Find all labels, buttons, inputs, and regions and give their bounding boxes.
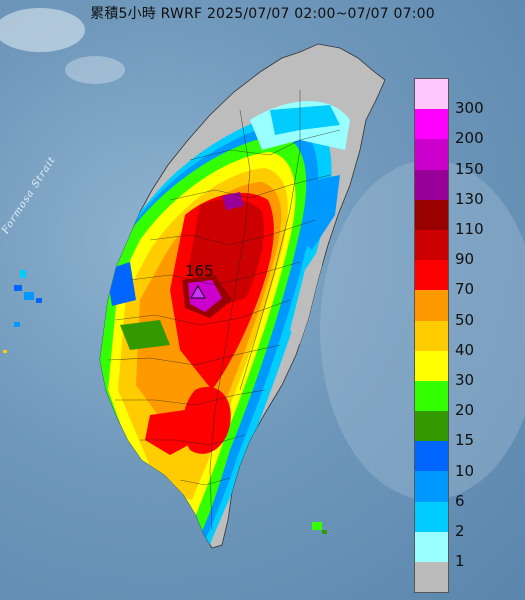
offshore-rain-cell	[24, 292, 34, 300]
color-legend	[414, 78, 449, 594]
legend-label: 40	[455, 340, 475, 359]
legend-label: 15	[455, 431, 475, 450]
offshore-rain-cell	[3, 350, 7, 353]
offshore-island	[312, 522, 322, 530]
legend-swatch	[415, 411, 448, 442]
legend-label: 1	[455, 552, 465, 571]
legend-swatch	[415, 109, 448, 140]
legend-label: 150	[455, 159, 484, 178]
legend-label: 10	[455, 461, 475, 480]
legend-swatch	[415, 562, 448, 593]
legend-label: 110	[455, 220, 484, 238]
legend-label: 30	[455, 371, 475, 389]
legend-label: 20	[455, 401, 475, 420]
legend-swatch	[415, 139, 448, 170]
legend-label: 130	[455, 189, 484, 208]
legend-swatch	[415, 260, 448, 291]
peak-triangle-icon	[190, 285, 206, 299]
legend-swatch	[415, 320, 448, 351]
legend-label: 90	[455, 250, 475, 269]
legend-label: 50	[455, 310, 475, 329]
boundary-lines	[107, 90, 341, 531]
rainfall-field	[100, 101, 350, 545]
legend-swatch	[415, 501, 448, 532]
legend-swatch	[415, 199, 448, 230]
legend-label: 300	[455, 99, 484, 118]
legend-swatch	[415, 441, 448, 472]
legend-swatch	[415, 531, 448, 562]
legend-label: 2	[455, 522, 465, 540]
map-title: 累積5小時 RWRF 2025/07/07 02:00~07/07 07:00	[90, 6, 435, 22]
cloud-shade	[0, 8, 85, 52]
legend-swatch	[415, 380, 448, 412]
offshore-island	[322, 530, 327, 534]
legend-swatch	[415, 229, 448, 261]
peak-value-label: 165	[185, 262, 214, 280]
legend-swatch	[415, 79, 448, 110]
offshore-rain-cell	[20, 270, 26, 278]
legend-swatch	[415, 471, 448, 502]
offshore-rain-cell	[14, 285, 22, 291]
legend-label: 70	[455, 280, 475, 299]
legend-swatch	[415, 169, 448, 200]
legend-swatch	[415, 350, 448, 381]
legend-label: 6	[455, 491, 465, 510]
legend-swatch	[415, 290, 448, 321]
legend-label: 200	[455, 129, 484, 148]
offshore-rain-cell	[14, 322, 20, 327]
offshore-rain-cell	[36, 298, 42, 303]
cloud-shade	[65, 56, 125, 84]
